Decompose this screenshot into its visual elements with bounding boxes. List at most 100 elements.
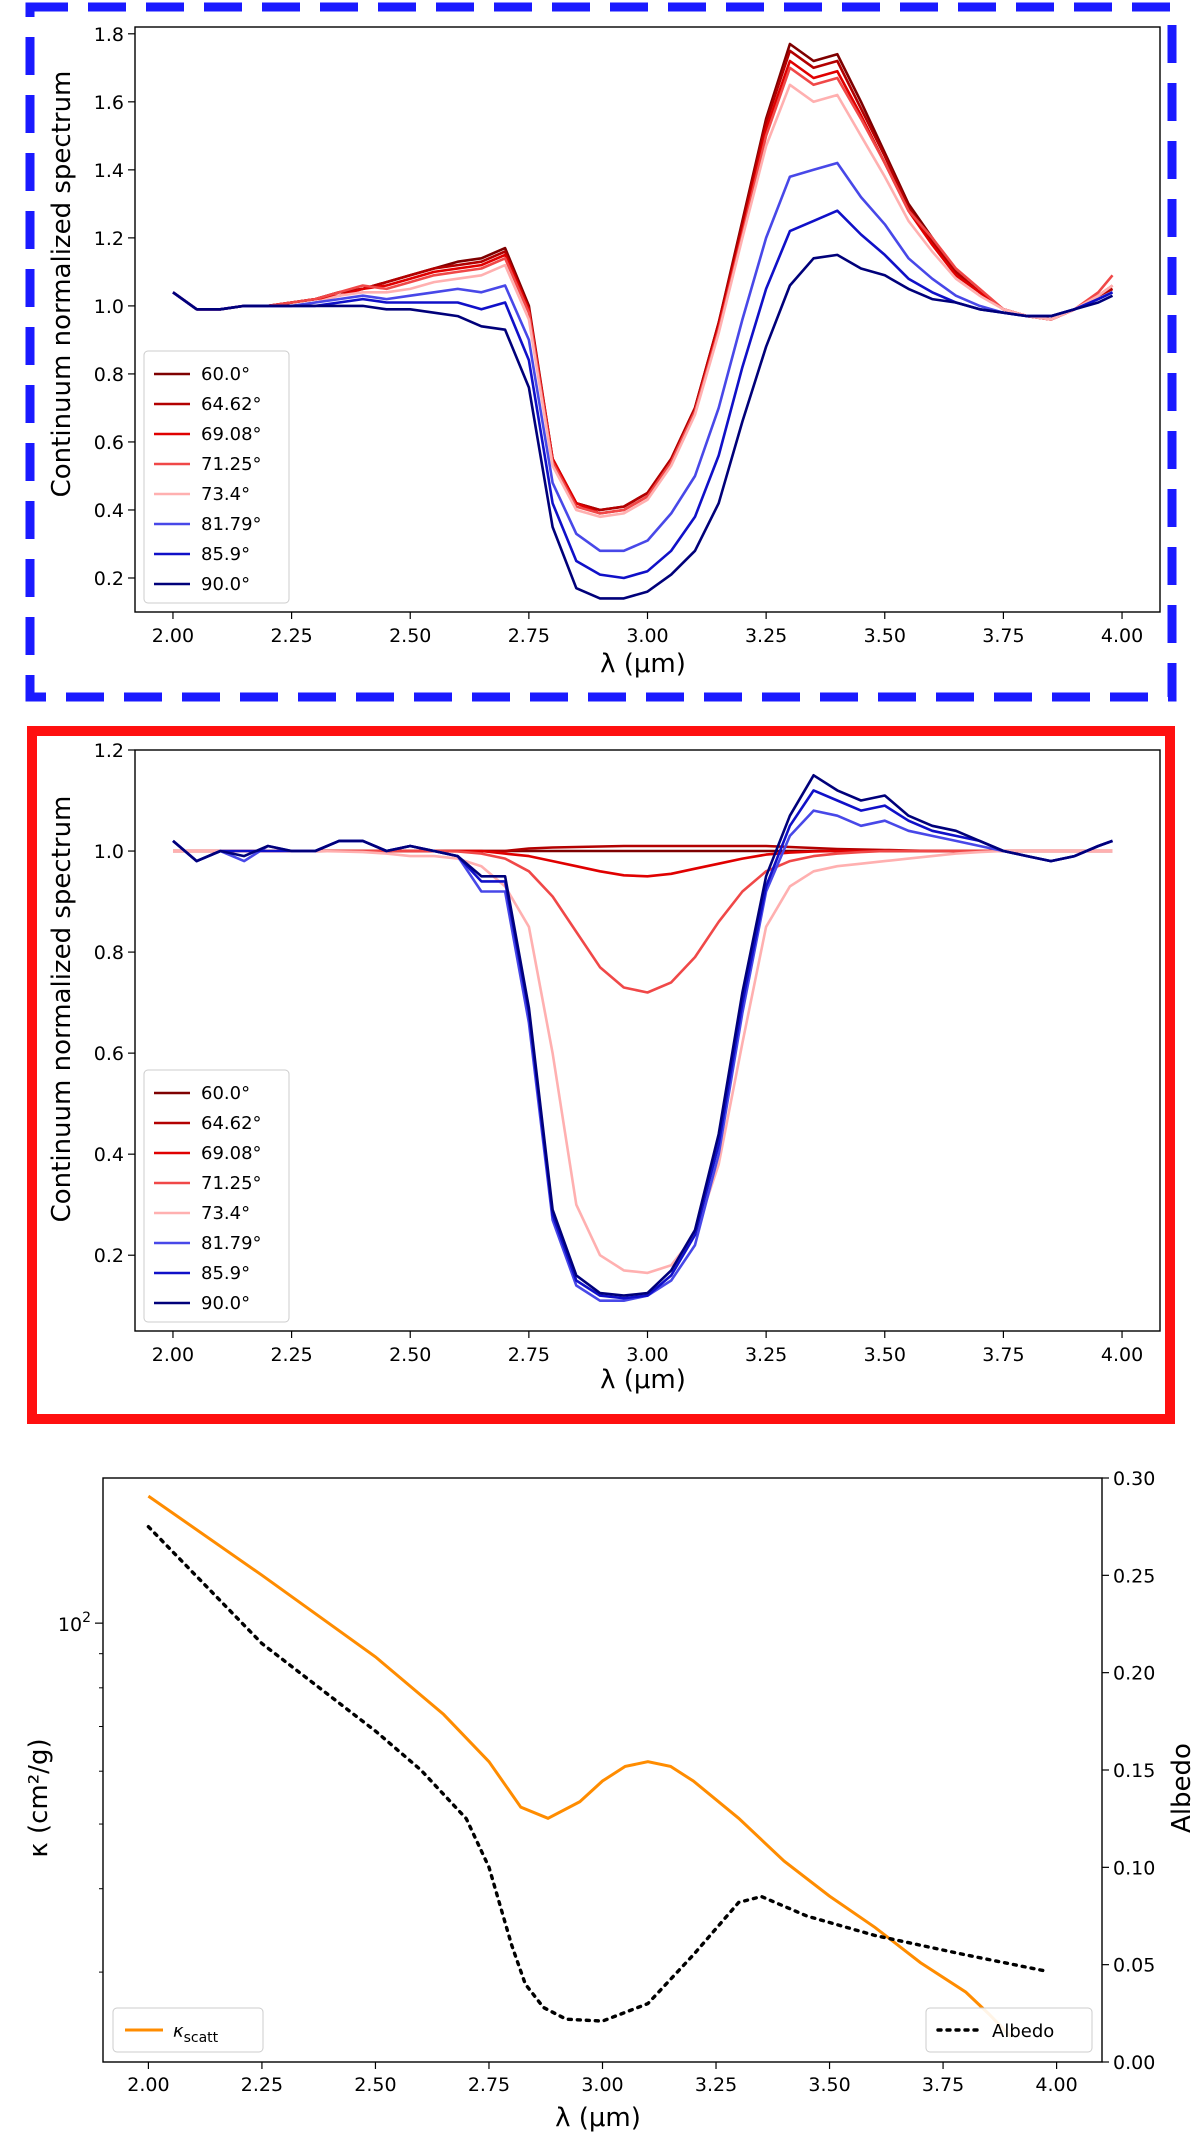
chart-top-xtick-label: 3.75 — [982, 625, 1024, 647]
chart-middle-legend-box — [143, 1069, 290, 1323]
chart-middle-ytick-label: 0.6 — [94, 1043, 124, 1065]
chart-bottom-yright-tick-label: 0.00 — [1113, 2052, 1155, 2074]
chart-bottom-xtick-label: 2.75 — [468, 2074, 510, 2096]
chart-middle-series-line-3 — [173, 849, 1113, 994]
chart-bottom-plot-frame — [102, 1477, 1103, 2063]
chart-middle-ytick-label: 0.2 — [94, 1245, 124, 1267]
chart-top-ytick-label: 1.6 — [94, 92, 124, 114]
chart-top-ytick-label: 0.2 — [94, 568, 124, 590]
chart-middle-xtick-label: 2.25 — [270, 1344, 312, 1366]
chart-top-ytick-label: 0.4 — [94, 500, 124, 522]
chart-middle-legend-label: 81.79° — [201, 1233, 262, 1254]
chart-top-xtick-label: 3.25 — [745, 625, 787, 647]
chart-top-legend-box — [143, 350, 290, 604]
chart-bottom-yright-tick-label: 0.30 — [1113, 1468, 1155, 1490]
chart-top-xtick-label: 2.50 — [389, 625, 431, 647]
chart-top-legend-label: 90.0° — [201, 574, 250, 595]
chart-bottom-legend-left-label: κscatt — [173, 2021, 219, 2046]
chart-middle-xtick-label: 4.00 — [1101, 1344, 1143, 1366]
chart-top-legend-label: 69.08° — [201, 424, 262, 445]
chart-bottom-xtick-label: 3.75 — [922, 2074, 964, 2096]
chart-middle-ytick-label: 1.2 — [94, 740, 124, 762]
chart-bottom-ylabel-left: κ (cm²/g) — [24, 1738, 54, 1857]
chart-middle-series-line-2 — [173, 849, 1113, 878]
chart-top-xtick-label: 2.75 — [508, 625, 550, 647]
chart-top-ytick-label: 0.6 — [94, 432, 124, 454]
chart-top: Continuum normalized spectrum λ (μm) 2.0… — [47, 24, 1161, 679]
chart-middle-xtick-label: 2.75 — [508, 1344, 550, 1366]
chart-bottom-xlabel: λ (μm) — [555, 2103, 641, 2133]
chart-middle-ytick-label: 0.4 — [94, 1144, 124, 1166]
chart-bottom-xtick-label: 2.25 — [241, 2074, 283, 2096]
chart-top-ytick-label: 1.4 — [94, 160, 124, 182]
chart-middle-ytick-label: 1.0 — [94, 841, 124, 863]
chart-top-ylabel: Continuum normalized spectrum — [47, 71, 77, 498]
chart-top-xlabel: λ (μm) — [600, 649, 686, 679]
chart-top-legend-label: 85.9° — [201, 544, 250, 565]
chart-bottom-yright-tick-label: 0.25 — [1113, 1565, 1155, 1587]
chart-middle-ytick-label: 0.8 — [94, 942, 124, 964]
chart-bottom-xtick-label: 3.50 — [808, 2074, 850, 2096]
chart-middle-xlabel: λ (μm) — [600, 1365, 686, 1395]
chart-top-legend-label: 73.4° — [201, 484, 250, 505]
chart-top-series-line-5 — [172, 161, 1114, 553]
chart-middle-legend-label: 60.0° — [201, 1083, 250, 1104]
chart-top-xtick-label: 3.50 — [864, 625, 906, 647]
chart-top-ytick-label: 0.8 — [94, 364, 124, 386]
chart-top-series-line-7 — [172, 253, 1114, 600]
chart-middle-xtick-label: 2.50 — [389, 1344, 431, 1366]
chart-top-series-line-3 — [172, 66, 1114, 515]
chart-bottom-xtick-label: 3.25 — [695, 2074, 737, 2096]
chart-middle-legend-label: 69.08° — [201, 1143, 262, 1164]
chart-top-ytick-label: 1.0 — [94, 296, 124, 318]
chart-middle-legend-label: 73.4° — [201, 1203, 250, 1224]
chart-top-xtick-label: 4.00 — [1101, 625, 1143, 647]
chart-top-xtick-label: 2.00 — [152, 625, 194, 647]
chart-top-ytick-label: 1.8 — [94, 24, 124, 46]
chart-middle-legend-label: 85.9° — [201, 1263, 250, 1284]
chart-bottom-xtick-label: 2.50 — [354, 2074, 396, 2096]
chart-bottom-ylabel-right: Albedo — [1167, 1743, 1197, 1833]
chart-middle-series-line-4 — [173, 849, 1113, 1275]
chart-top-ytick-label: 1.2 — [94, 228, 124, 250]
chart-top-legend-label: 60.0° — [201, 364, 250, 385]
chart-top-legend-label: 71.25° — [201, 454, 262, 475]
chart-bottom-legend-right-box — [925, 2007, 1093, 2053]
chart-middle-series-line-6 — [172, 789, 1113, 1300]
chart-top-xtick-label: 2.25 — [270, 625, 312, 647]
chart-middle-legend-label: 64.62° — [201, 1113, 262, 1134]
chart-bottom-legend-left-box — [112, 2007, 264, 2053]
chart-middle-series-line-5 — [172, 809, 1113, 1302]
kappa-scatt-line — [147, 1494, 1013, 2038]
chart-bottom-xtick-label: 4.00 — [1035, 2074, 1077, 2096]
chart-middle: Continuum normalized spectrum λ (μm) 2.0… — [47, 740, 1161, 1395]
chart-bottom-xtick-label: 2.00 — [127, 2074, 169, 2096]
chart-middle-ylabel: Continuum normalized spectrum — [47, 796, 77, 1223]
chart-bottom: κ (cm²/g) Albedo λ (μm) 2.00 2.25 2.50 2.75… — [24, 1468, 1197, 2133]
albedo-line — [146, 1525, 1045, 2023]
chart-top-series-line-4 — [172, 83, 1114, 519]
chart-top-legend-label: 64.62° — [201, 394, 262, 415]
chart-middle-xtick-label: 2.00 — [152, 1344, 194, 1366]
chart-bottom-yleft-tick-label: 102 — [58, 1610, 91, 1636]
chart-bottom-yright-tick-label: 0.10 — [1113, 1857, 1155, 1879]
chart-bottom-yright-tick-label: 0.05 — [1113, 1955, 1155, 1977]
chart-middle-xtick-label: 3.50 — [864, 1344, 906, 1366]
chart-bottom-xtick-label: 3.00 — [581, 2074, 623, 2096]
chart-bottom-yright-tick-label: 0.15 — [1113, 1760, 1155, 1782]
chart-top-xtick-label: 3.00 — [626, 625, 668, 647]
middle-panel-red-border — [27, 726, 1175, 1424]
chart-bottom-legend-right-label: Albedo — [992, 2021, 1054, 2042]
chart-middle-series-line-7 — [172, 774, 1113, 1297]
chart-top-legend-label: 81.79° — [201, 514, 262, 535]
chart-middle-xtick-label: 3.75 — [982, 1344, 1024, 1366]
chart-middle-legend-label: 90.0° — [201, 1293, 250, 1314]
chart-top-series-line-0 — [172, 42, 1114, 512]
chart-bottom-yright-tick-label: 0.20 — [1113, 1663, 1155, 1685]
chart-middle-xtick-label: 3.00 — [626, 1344, 668, 1366]
chart-middle-legend-label: 71.25° — [201, 1173, 262, 1194]
chart-top-series-line-6 — [172, 209, 1114, 580]
chart-middle-xtick-label: 3.25 — [745, 1344, 787, 1366]
top-panel-dashed-border — [25, 2, 1177, 702]
